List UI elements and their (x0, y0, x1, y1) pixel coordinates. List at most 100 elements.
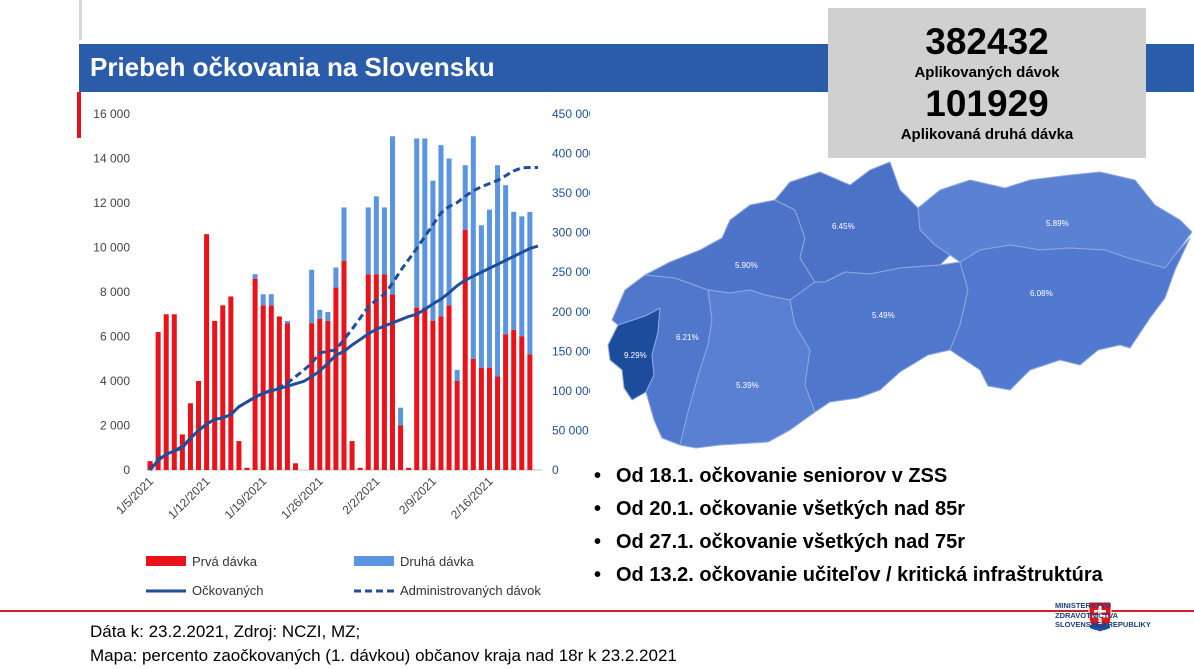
coat-of-arms-icon (1088, 601, 1112, 633)
milestone-text: Od 18.1. očkovanie seniorov v ZSS (616, 465, 948, 487)
bar-second-dose (317, 309, 323, 319)
y-left-tick-label: 8 000 (100, 285, 130, 299)
y-right-tick-label: 100 000 (552, 384, 590, 398)
bar-second-dose (389, 136, 395, 295)
bar-second-dose (268, 294, 274, 306)
bar-second-dose (438, 145, 444, 317)
y-right-tick-label: 400 000 (552, 147, 590, 161)
y-right-tick-label: 350 000 (552, 186, 590, 200)
map-label-trencin: 5.90% (735, 261, 758, 270)
bar-first-dose (228, 296, 234, 470)
list-item: • Od 13.2. očkovanie učiteľov / kritická … (592, 559, 1103, 592)
map-region-banska-bystrica (789, 261, 969, 413)
total-doses-label: Aplikovaných dávok (914, 64, 1060, 81)
legend-swatch (354, 556, 394, 566)
milestone-text: Od 13.2. očkovanie učiteľov / kritická i… (616, 564, 1103, 586)
x-tick-label: 1/5/2021 (113, 474, 156, 517)
logo-line-1: MINISTERSTVO (1055, 601, 1112, 610)
bar-second-dose (398, 407, 404, 426)
map-label-kosice: 6.08% (1030, 289, 1053, 298)
legend-label: Administrovaných dávok (400, 583, 541, 598)
bar-first-dose (244, 467, 250, 470)
bar-first-dose (317, 318, 323, 470)
bar-first-dose (333, 287, 339, 470)
milestone-list: • Od 18.1. očkovanie seniorov v ZSS • Od 2… (592, 460, 1103, 592)
bar-second-dose (341, 207, 347, 261)
bar-first-dose (325, 320, 331, 470)
logo-line-3: SLOVENSKEJ REPUBLIKY (1055, 620, 1151, 629)
bar-second-dose (422, 138, 428, 308)
bar-first-dose (171, 314, 177, 470)
bullet-icon: • (594, 564, 602, 586)
bar-first-dose (236, 441, 242, 470)
bar-first-dose (486, 367, 492, 470)
second-dose-value: 101929 (925, 83, 1049, 124)
bar-second-dose (260, 294, 266, 306)
bar-first-dose (414, 307, 420, 470)
bar-first-dose (293, 463, 299, 470)
bar-first-dose (389, 294, 395, 470)
legend-label: Druhá dávka (400, 554, 474, 569)
bar-first-dose (349, 441, 355, 470)
bar-first-dose (446, 305, 452, 470)
map-region-nitra (679, 289, 816, 449)
bar-second-dose (333, 267, 339, 288)
x-tick-label: 2/9/2021 (396, 474, 439, 517)
milestone-text: Od 20.1. očkovanie všetkých nad 85r (616, 498, 966, 520)
header-divider (79, 0, 82, 40)
bar-first-dose (204, 234, 210, 470)
bar-first-dose (163, 314, 169, 470)
bar-first-dose (422, 307, 428, 470)
bar-first-dose (260, 305, 266, 470)
y-left-tick-label: 16 000 (93, 107, 130, 121)
legend-label: Prvá dávka (192, 554, 258, 569)
bar-second-dose (365, 207, 371, 275)
bar-first-dose (365, 274, 371, 470)
x-tick-label: 2/16/2021 (448, 474, 496, 522)
y-right-tick-label: 0 (552, 463, 559, 477)
bar-first-dose (398, 425, 404, 470)
bar-first-dose (527, 354, 533, 470)
y-left-tick-label: 4 000 (100, 374, 130, 388)
bullet-icon: • (594, 498, 602, 520)
map-label-presov: 5.89% (1046, 219, 1069, 228)
bar-first-dose (406, 467, 412, 470)
y-left-tick-label: 10 000 (93, 241, 130, 255)
bar-second-dose (486, 209, 492, 368)
red-accent-bar (77, 92, 81, 138)
bar-second-dose (381, 207, 387, 275)
bar-first-dose (470, 358, 476, 470)
bar-first-dose (519, 336, 525, 470)
bar-second-dose (414, 138, 420, 308)
bar-first-dose (454, 381, 460, 470)
bar-second-dose (495, 165, 501, 377)
y-right-tick-label: 200 000 (552, 305, 590, 319)
bar-second-dose (446, 158, 452, 306)
footer-map-note: Mapa: percento zaočkovaných (1. dávkou) … (90, 646, 677, 665)
bar-first-dose (430, 320, 436, 470)
x-tick-label: 2/2/2021 (340, 474, 383, 517)
bar-first-dose (155, 332, 161, 470)
bar-first-dose (284, 323, 290, 470)
bar-first-dose (478, 367, 484, 470)
bar-second-dose (511, 211, 517, 330)
bar-first-dose (462, 229, 468, 470)
bar-first-dose (252, 278, 258, 470)
bar-first-dose (357, 467, 363, 470)
milestone-text: Od 27.1. očkovanie všetkých nad 75r (616, 531, 966, 553)
logo-line-2: ZDRAVOTNÍCTVA (1055, 610, 1119, 620)
map-label-nitra: 5.39% (736, 381, 759, 390)
bar-first-dose (212, 320, 218, 470)
legend-label: Očkovaných (192, 583, 264, 598)
bar-second-dose (462, 165, 468, 230)
ministry-logo-text: MINISTERSTVO ZDRAVOTNÍCTVA SLOVENSKEJ RE… (1055, 601, 1151, 630)
y-left-tick-label: 2 000 (100, 419, 130, 433)
bar-first-dose (268, 305, 274, 470)
bar-second-dose (325, 312, 331, 321)
bar-second-dose (527, 211, 533, 355)
y-right-tick-label: 450 000 (552, 107, 590, 121)
bar-first-dose (438, 316, 444, 470)
legend-swatch (146, 556, 186, 566)
list-item: • Od 27.1. očkovanie všetkých nad 75r (592, 526, 1103, 559)
x-tick-label: 1/19/2021 (222, 474, 270, 522)
